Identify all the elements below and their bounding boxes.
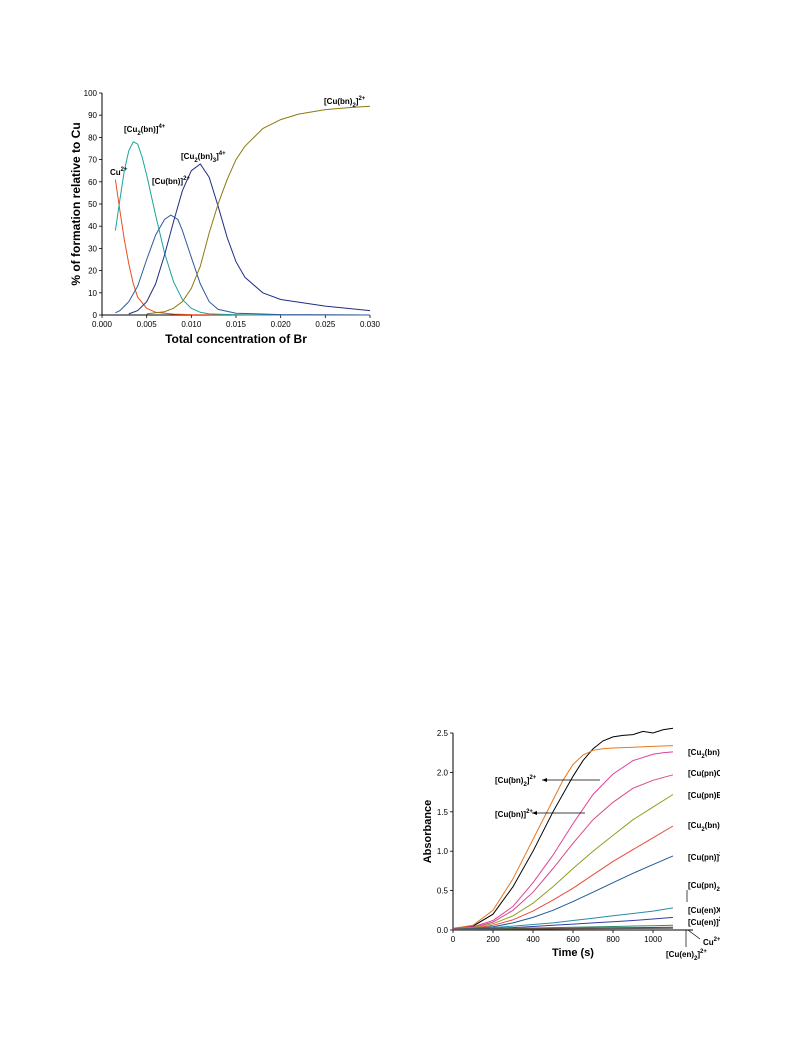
series-label-4: [Cu(pn)Br]1+: [688, 790, 720, 800]
y-tick-label: 1.0: [437, 847, 449, 856]
series-line-11: [452, 927, 674, 931]
x-axis-title: Total concentration of Br: [165, 332, 307, 346]
series-label-0: Cu2+: [110, 167, 128, 177]
x-tick-label: 600: [566, 935, 580, 944]
series-label-4: [Cu(bn)2]2+: [324, 96, 366, 109]
series-label-1: [Cu2(bn)]4+: [124, 124, 166, 137]
y-tick-label: 20: [88, 267, 97, 276]
arrow-head-1: [532, 811, 537, 815]
arrow-head-0: [542, 778, 547, 782]
y-tick-label: 70: [88, 156, 97, 165]
series-line-0: [114, 179, 371, 316]
absorbance-time-chart: 0.0 0.5 1.0 1.5 2.0 2.5 0 200 400 600 800 1000 Time …: [420, 725, 735, 970]
y-tick-label: 2.0: [437, 768, 449, 777]
series-line-1: [452, 745, 674, 929]
series-label-8: [Cu(en)X]1+: [688, 905, 720, 915]
series-line-7: [452, 907, 674, 930]
pointer-mark-10: [687, 929, 701, 940]
series-line-0: [452, 727, 674, 929]
series-label-3: [Cu(pn)Cl]1+: [688, 768, 720, 778]
x-tick-label: 0.020: [271, 320, 292, 329]
series-line-2: [452, 751, 674, 929]
x-tick-label: 0: [451, 935, 456, 944]
series-label-1: [Cu(bn)]2+: [495, 809, 533, 819]
x-tick-label: 400: [526, 935, 540, 944]
x-tick-label: 0.000: [92, 320, 113, 329]
series-label-11: [Cu(en)2]2+: [666, 949, 707, 962]
series-line-5: [452, 825, 674, 930]
series-label-7: [Cu(pn)2]2+: [688, 880, 720, 893]
y-axis-title: Absorbance: [422, 800, 434, 864]
species-distribution-svg: 0 10 20 30 40 50 60 70 80 90 100 0.000 0.005 0.010 0.0…: [69, 89, 381, 346]
y-tick-label: 50: [88, 200, 97, 209]
series-label-0: [Cu(bn)2]2+: [495, 775, 537, 788]
series-label-10: Cu2+: [703, 937, 720, 947]
y-tick-label: 60: [88, 178, 97, 187]
y-axis-title: % of formation relative to Cu: [69, 122, 83, 285]
series-label-2: [Cu(bn)]2+: [152, 176, 190, 186]
series-label-5: [Cu2(bn)3]4+: [688, 820, 720, 833]
y-tick-label: 10: [88, 289, 97, 298]
x-tick-label: 200: [486, 935, 500, 944]
series-line-1: [114, 141, 371, 316]
x-axis-title: Time (s): [552, 947, 594, 959]
x-tick-label: 0.030: [360, 320, 381, 329]
y-tick-label: 1.5: [437, 808, 449, 817]
absorbance-time-svg: 0.0 0.5 1.0 1.5 2.0 2.5 0 200 400 600 800 1000 Time …: [422, 727, 735, 962]
series-label-9: [Cu(en)]2+: [688, 917, 720, 927]
y-tick-label: 0: [93, 311, 98, 320]
y-tick-label: 30: [88, 244, 97, 253]
x-tick-label: 1000: [644, 935, 662, 944]
y-tick-label: 0.5: [437, 887, 449, 896]
x-tick-label: 0.005: [137, 320, 158, 329]
series-label-6: [Cu(pn)]2+: [688, 852, 720, 862]
y-tick-label: 2.5: [437, 729, 449, 738]
series-line-4: [146, 105, 371, 315]
y-tick-label: 40: [88, 222, 97, 231]
x-tick-label: 0.025: [315, 320, 336, 329]
x-tick-label: 0.015: [226, 320, 247, 329]
series-label-2: [Cu2(bn)]4+: [688, 747, 720, 760]
x-tick-label: 0.010: [181, 320, 202, 329]
x-tick-label: 800: [606, 935, 620, 944]
series-line-2: [115, 214, 371, 316]
species-distribution-chart: 0 10 20 30 40 50 60 70 80 90 100 0.000 0.005 0.010 0.0…: [60, 85, 390, 355]
series-line-3: [128, 163, 371, 315]
y-tick-label: 80: [88, 133, 97, 142]
series-line-6: [452, 855, 674, 930]
series-line-3: [452, 774, 674, 930]
series-line-4: [452, 794, 674, 930]
y-tick-label: 0.0: [437, 926, 449, 935]
y-tick-label: 90: [88, 111, 97, 120]
series-label-3: [Cu2(bn)3]4+: [181, 151, 226, 164]
y-tick-label: 100: [84, 89, 98, 98]
